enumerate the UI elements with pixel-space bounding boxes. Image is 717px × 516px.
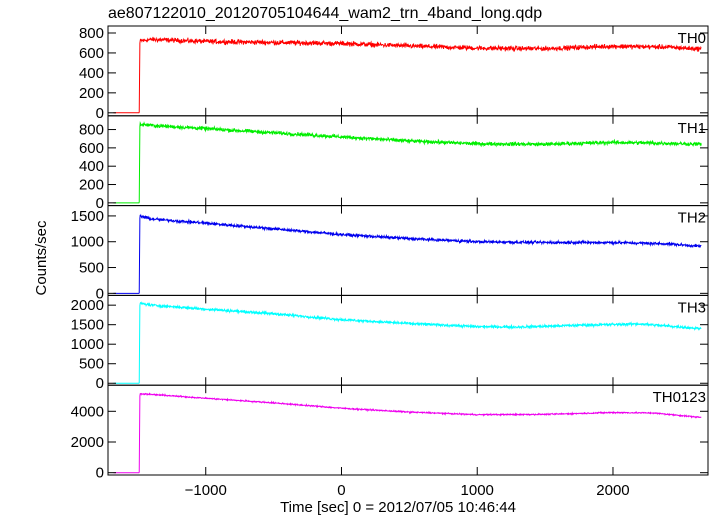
y-tick-label: 200 — [79, 85, 104, 102]
chart-title: ae807122010_20120705104644_wam2_trn_4ban… — [108, 5, 542, 22]
y-tick-label: 0 — [96, 375, 104, 392]
y-tick-label: 1000 — [71, 234, 104, 251]
y-tick-label: 800 — [79, 25, 104, 42]
y-tick-label: 500 — [79, 260, 104, 277]
y-tick-label: 400 — [79, 65, 104, 82]
series-th1 — [113, 121, 702, 204]
y-tick-label: 1500 — [71, 208, 104, 225]
series-th2 — [113, 213, 702, 294]
x-tick-label: 2000 — [596, 482, 629, 499]
y-axis-label: Counts/sec — [33, 220, 50, 296]
x-tick-label: −1000 — [185, 482, 227, 499]
y-tick-label: 0 — [96, 285, 104, 302]
panel-label-th0123: TH0123 — [653, 389, 706, 406]
panel-th3: 0 500 1000 1500 2000 TH3 — [71, 294, 709, 392]
y-tick-label: 400 — [79, 158, 104, 175]
y-tick-label: 1000 — [71, 336, 104, 353]
y-tick-label: 1500 — [71, 317, 104, 334]
panel-label-th3: TH3 — [678, 299, 706, 316]
y-tick-label: 2000 — [71, 297, 104, 314]
panel-frame — [107, 384, 709, 476]
series-th3 — [113, 301, 702, 384]
y-tick-label: 0 — [96, 195, 104, 212]
y-tick-label: 4000 — [71, 403, 104, 420]
x-tick-label: 0 — [337, 482, 345, 499]
y-tick-label: 0 — [96, 465, 104, 482]
y-tick-label: 2000 — [71, 434, 104, 451]
x-axis-label: Time [sec] 0 = 2012/07/05 10:46:44 — [280, 499, 516, 516]
series-th0123 — [113, 392, 702, 474]
y-tick-label: 0 — [96, 105, 104, 122]
x-tick-label: 1000 — [461, 482, 494, 499]
panel-th0: 0 200 400 600 800 TH0 — [79, 25, 709, 122]
y-tick-label: 200 — [79, 177, 104, 194]
y-tick-label: 800 — [79, 122, 104, 139]
y-tick-label: 600 — [79, 45, 104, 62]
y-tick-label: 500 — [79, 356, 104, 373]
panel-label-th1: TH1 — [678, 120, 706, 137]
panel-th0123: 0 2000 4000 TH0123 — [71, 384, 709, 482]
series-th0 — [113, 36, 702, 114]
panel-frame — [107, 205, 709, 296]
y-tick-label: 600 — [79, 140, 104, 157]
panel-label-th0: TH0 — [678, 30, 706, 47]
panel-th2: 0 500 1000 1500 TH2 — [71, 205, 709, 302]
panel-label-th2: TH2 — [678, 210, 706, 227]
